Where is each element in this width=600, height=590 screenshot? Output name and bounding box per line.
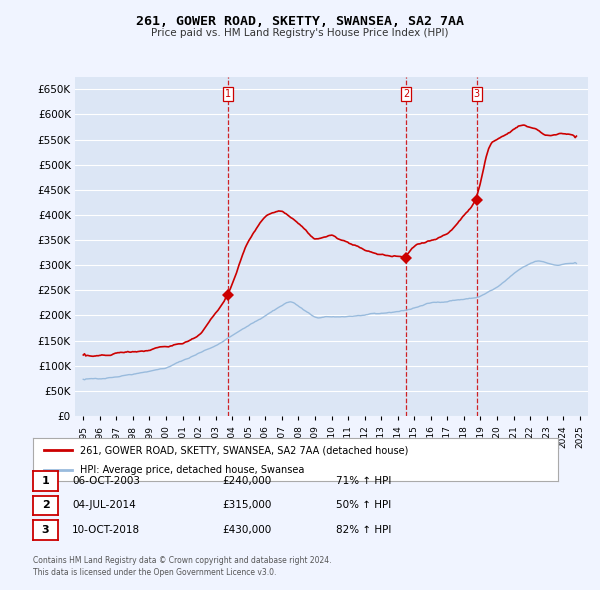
Text: 2: 2	[403, 88, 409, 99]
Text: £240,000: £240,000	[222, 476, 271, 486]
Text: 1: 1	[42, 476, 49, 486]
Text: 71% ↑ HPI: 71% ↑ HPI	[336, 476, 391, 486]
Text: 261, GOWER ROAD, SKETTY, SWANSEA, SA2 7AA: 261, GOWER ROAD, SKETTY, SWANSEA, SA2 7A…	[136, 15, 464, 28]
Text: 82% ↑ HPI: 82% ↑ HPI	[336, 525, 391, 535]
Text: £315,000: £315,000	[222, 500, 271, 510]
Text: 50% ↑ HPI: 50% ↑ HPI	[336, 500, 391, 510]
Text: HPI: Average price, detached house, Swansea: HPI: Average price, detached house, Swan…	[80, 466, 305, 475]
Text: 1: 1	[226, 88, 232, 99]
Text: 3: 3	[42, 525, 49, 535]
Text: 10-OCT-2018: 10-OCT-2018	[72, 525, 140, 535]
Text: This data is licensed under the Open Government Licence v3.0.: This data is licensed under the Open Gov…	[33, 568, 277, 577]
Text: 2: 2	[42, 500, 49, 510]
Text: 06-OCT-2003: 06-OCT-2003	[72, 476, 140, 486]
Text: Contains HM Land Registry data © Crown copyright and database right 2024.: Contains HM Land Registry data © Crown c…	[33, 556, 331, 565]
Text: 3: 3	[474, 88, 480, 99]
Text: Price paid vs. HM Land Registry's House Price Index (HPI): Price paid vs. HM Land Registry's House …	[151, 28, 449, 38]
Text: £430,000: £430,000	[222, 525, 271, 535]
Text: 261, GOWER ROAD, SKETTY, SWANSEA, SA2 7AA (detached house): 261, GOWER ROAD, SKETTY, SWANSEA, SA2 7A…	[80, 445, 409, 455]
Text: 04-JUL-2014: 04-JUL-2014	[72, 500, 136, 510]
